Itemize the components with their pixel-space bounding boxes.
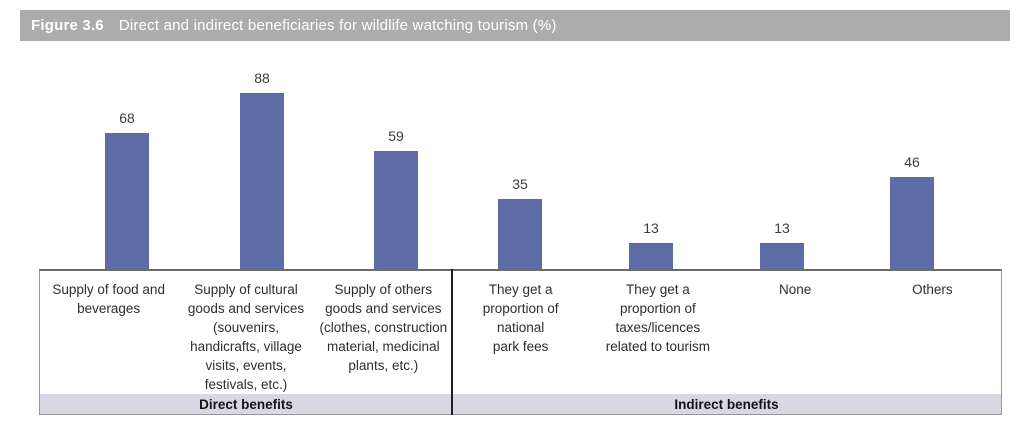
category-label: Supply of others goods and services (clo… — [319, 282, 448, 373]
bar — [760, 243, 804, 269]
figure-header: Figure 3.6 Direct and indirect beneficia… — [20, 10, 1010, 41]
bar-value-label: 13 — [643, 220, 659, 236]
bar — [240, 93, 284, 269]
direct-benefits-section: Supply of food and beverages Supply of cu… — [40, 271, 452, 394]
figure-title: Direct and indirect beneficiaries for wi… — [118, 17, 557, 34]
category-label: Others — [912, 282, 953, 297]
category-label: They get a proportion of taxes/licences … — [605, 282, 711, 354]
group-divider-line — [451, 269, 453, 415]
category-label: Supply of food and beverages — [52, 282, 165, 316]
indirect-benefits-section: They get a proportion of national park f… — [452, 271, 1001, 394]
group-label-indirect-benefits: Indirect benefits — [674, 396, 779, 412]
bar-value-label: 59 — [388, 128, 404, 144]
bar-value-label: 13 — [774, 220, 790, 236]
bar-value-label: 88 — [254, 70, 270, 86]
group-band: Direct benefits Indirect benefits — [40, 394, 1001, 414]
category-label-row: Supply of food and beverages Supply of cu… — [40, 271, 1001, 394]
figure-number-label: Figure 3.6 — [31, 17, 104, 34]
bar-value-label: 46 — [904, 154, 920, 170]
bar-value-label: 68 — [119, 110, 135, 126]
bar — [629, 243, 673, 269]
category-label: They get a proportion of national park f… — [482, 282, 559, 354]
bar — [498, 199, 542, 269]
group-label-direct-benefits: Direct benefits — [199, 396, 293, 412]
bar — [890, 177, 934, 269]
category-label: None — [778, 282, 812, 297]
bar-value-label: 35 — [512, 176, 528, 192]
category-label-box: Supply of food and beverages Supply of cu… — [39, 269, 1002, 415]
category-label: Supply of cultural goods and services (s… — [187, 282, 305, 392]
bar — [374, 151, 418, 269]
bar — [105, 133, 149, 269]
